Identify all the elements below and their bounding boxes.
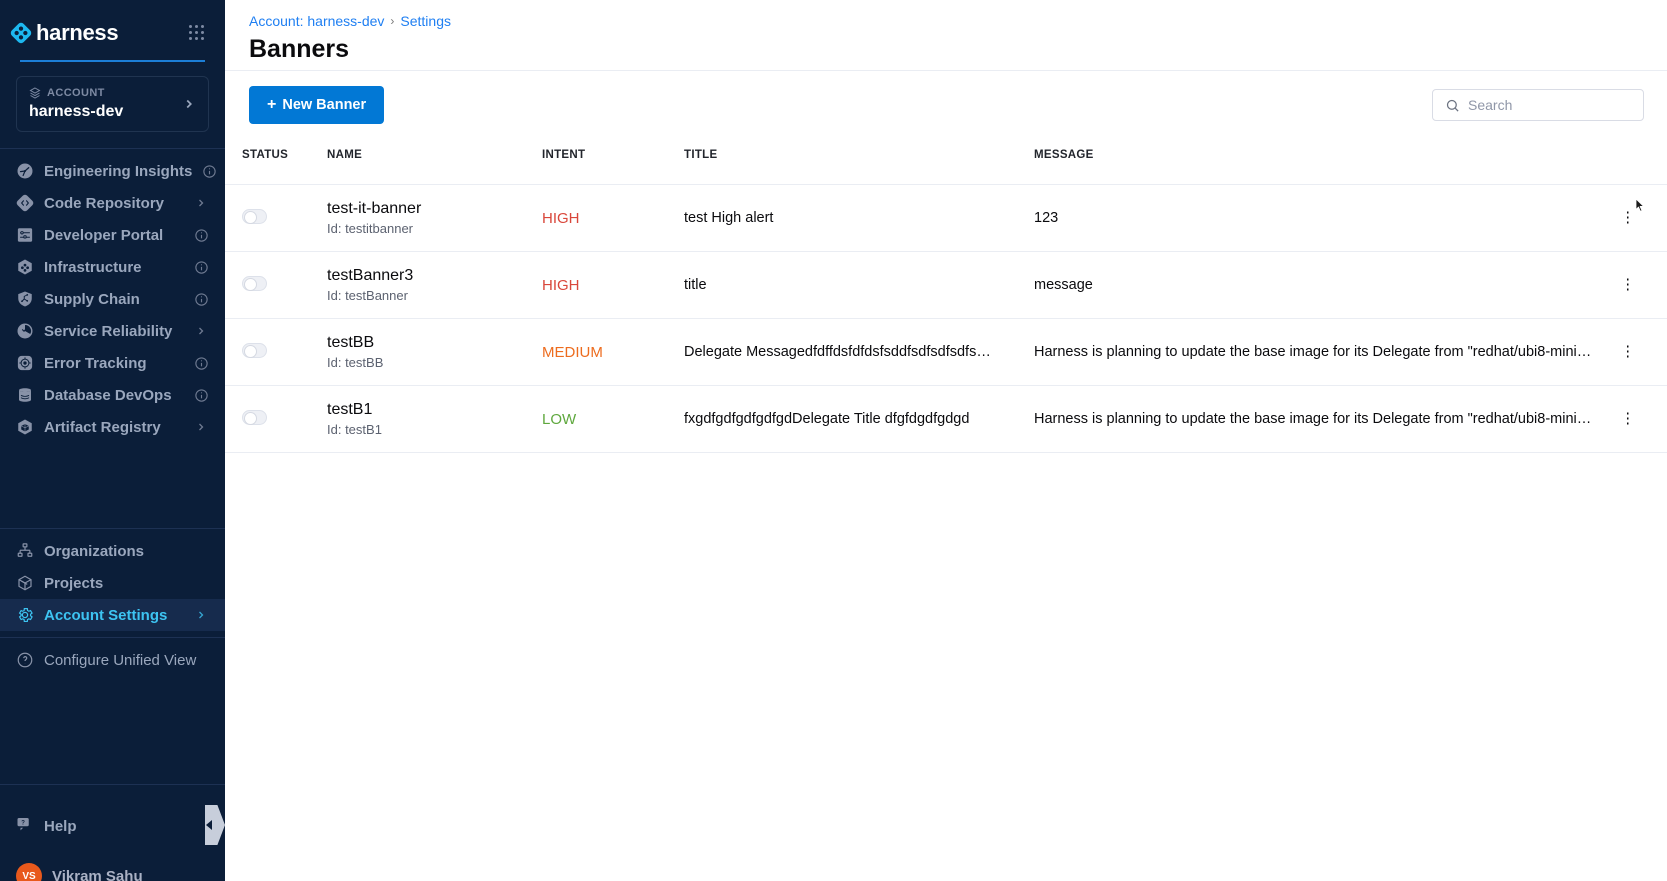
svg-text:?: ? [21, 820, 25, 826]
